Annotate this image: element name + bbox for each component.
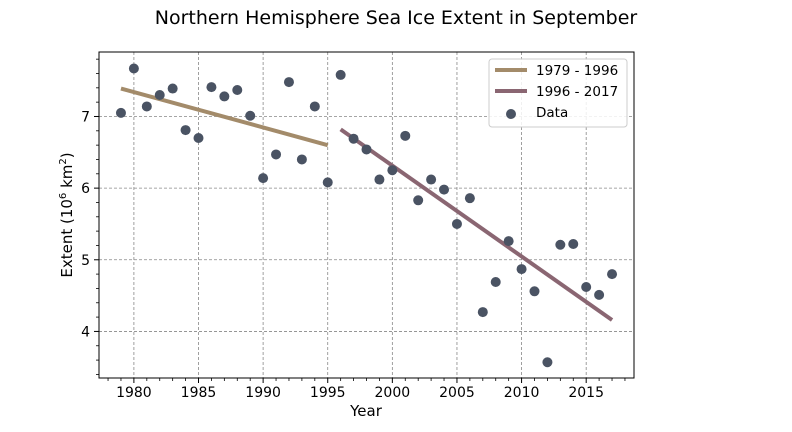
data-point xyxy=(439,184,450,195)
data-point xyxy=(245,110,256,121)
y-axis-label-unit-exponent: 2 xyxy=(58,158,69,164)
data-point xyxy=(128,63,139,74)
data-point xyxy=(335,69,346,80)
x-tick-label: 2005 xyxy=(439,385,475,401)
data-point xyxy=(594,289,605,300)
data-point xyxy=(413,195,424,206)
y-tick-label: 5 xyxy=(81,253,90,269)
data-point xyxy=(529,286,540,297)
x-tick-label: 2000 xyxy=(375,385,411,401)
grid-lines xyxy=(99,52,634,378)
data-point xyxy=(296,154,307,165)
y-axis: 4 5 6 7 xyxy=(81,58,99,375)
data-point xyxy=(154,89,165,100)
y-tick-label: 4 xyxy=(81,324,90,340)
data-point xyxy=(464,193,475,204)
x-tick-label: 1995 xyxy=(310,385,346,401)
data-point xyxy=(115,107,126,118)
data-point xyxy=(387,165,398,176)
data-point xyxy=(490,276,501,287)
legend-box xyxy=(488,58,628,128)
data-point xyxy=(283,77,294,88)
data-point xyxy=(180,125,191,136)
data-point xyxy=(167,83,178,94)
data-points xyxy=(115,63,618,368)
x-axis: 1980 1985 1990 1995 2000 2005 2010 2015 xyxy=(107,378,626,401)
data-point xyxy=(374,174,385,185)
x-tick-label: 1985 xyxy=(181,385,217,401)
data-point xyxy=(322,177,333,188)
data-point xyxy=(309,101,320,112)
y-tick-label: 6 xyxy=(81,181,90,197)
y-axis-label-unit: km xyxy=(58,165,76,193)
data-point xyxy=(542,357,553,368)
data-point xyxy=(503,236,514,247)
y-axis-label-exponent: 6 xyxy=(58,193,69,199)
data-point xyxy=(141,101,152,112)
trend-lines xyxy=(120,86,614,322)
trend-line-1 xyxy=(120,86,329,148)
data-point xyxy=(206,82,217,93)
x-tick-label: 1980 xyxy=(116,385,152,401)
x-axis-label: Year xyxy=(349,402,383,420)
y-axis-label-prefix: Extent (10 xyxy=(58,199,76,278)
y-axis-label: Extent (106 km2) xyxy=(58,152,76,277)
y-tick-label: 7 xyxy=(81,109,90,125)
chart-title: Northern Hemisphere Sea Ice Extent in Se… xyxy=(155,7,638,29)
data-point xyxy=(568,239,579,250)
data-point xyxy=(477,307,488,318)
x-tick-label: 1990 xyxy=(245,385,281,401)
data-point xyxy=(555,239,566,250)
data-point xyxy=(426,174,437,185)
legend-swatch-data xyxy=(506,109,516,119)
data-point xyxy=(219,91,230,102)
data-point xyxy=(348,133,359,144)
data-point xyxy=(607,269,618,280)
legend: 1979 - 1996 1996 - 2017 Data xyxy=(488,58,628,128)
data-point xyxy=(193,132,204,143)
data-point xyxy=(451,218,462,229)
legend-label-data: Data xyxy=(536,105,568,121)
data-point xyxy=(232,84,243,95)
data-point xyxy=(516,264,527,275)
data-point xyxy=(271,149,282,160)
y-axis-label-suffix: ) xyxy=(58,152,76,158)
x-tick-label: 2010 xyxy=(504,385,540,401)
data-point xyxy=(258,173,269,184)
trend-line-2 xyxy=(339,127,614,322)
x-tick-label: 2015 xyxy=(568,385,604,401)
data-point xyxy=(361,144,372,155)
legend-label-line-1: 1979 - 1996 xyxy=(536,63,618,79)
data-point xyxy=(400,130,411,141)
legend-label-line-2: 1996 - 2017 xyxy=(536,84,618,100)
data-point xyxy=(581,282,592,293)
